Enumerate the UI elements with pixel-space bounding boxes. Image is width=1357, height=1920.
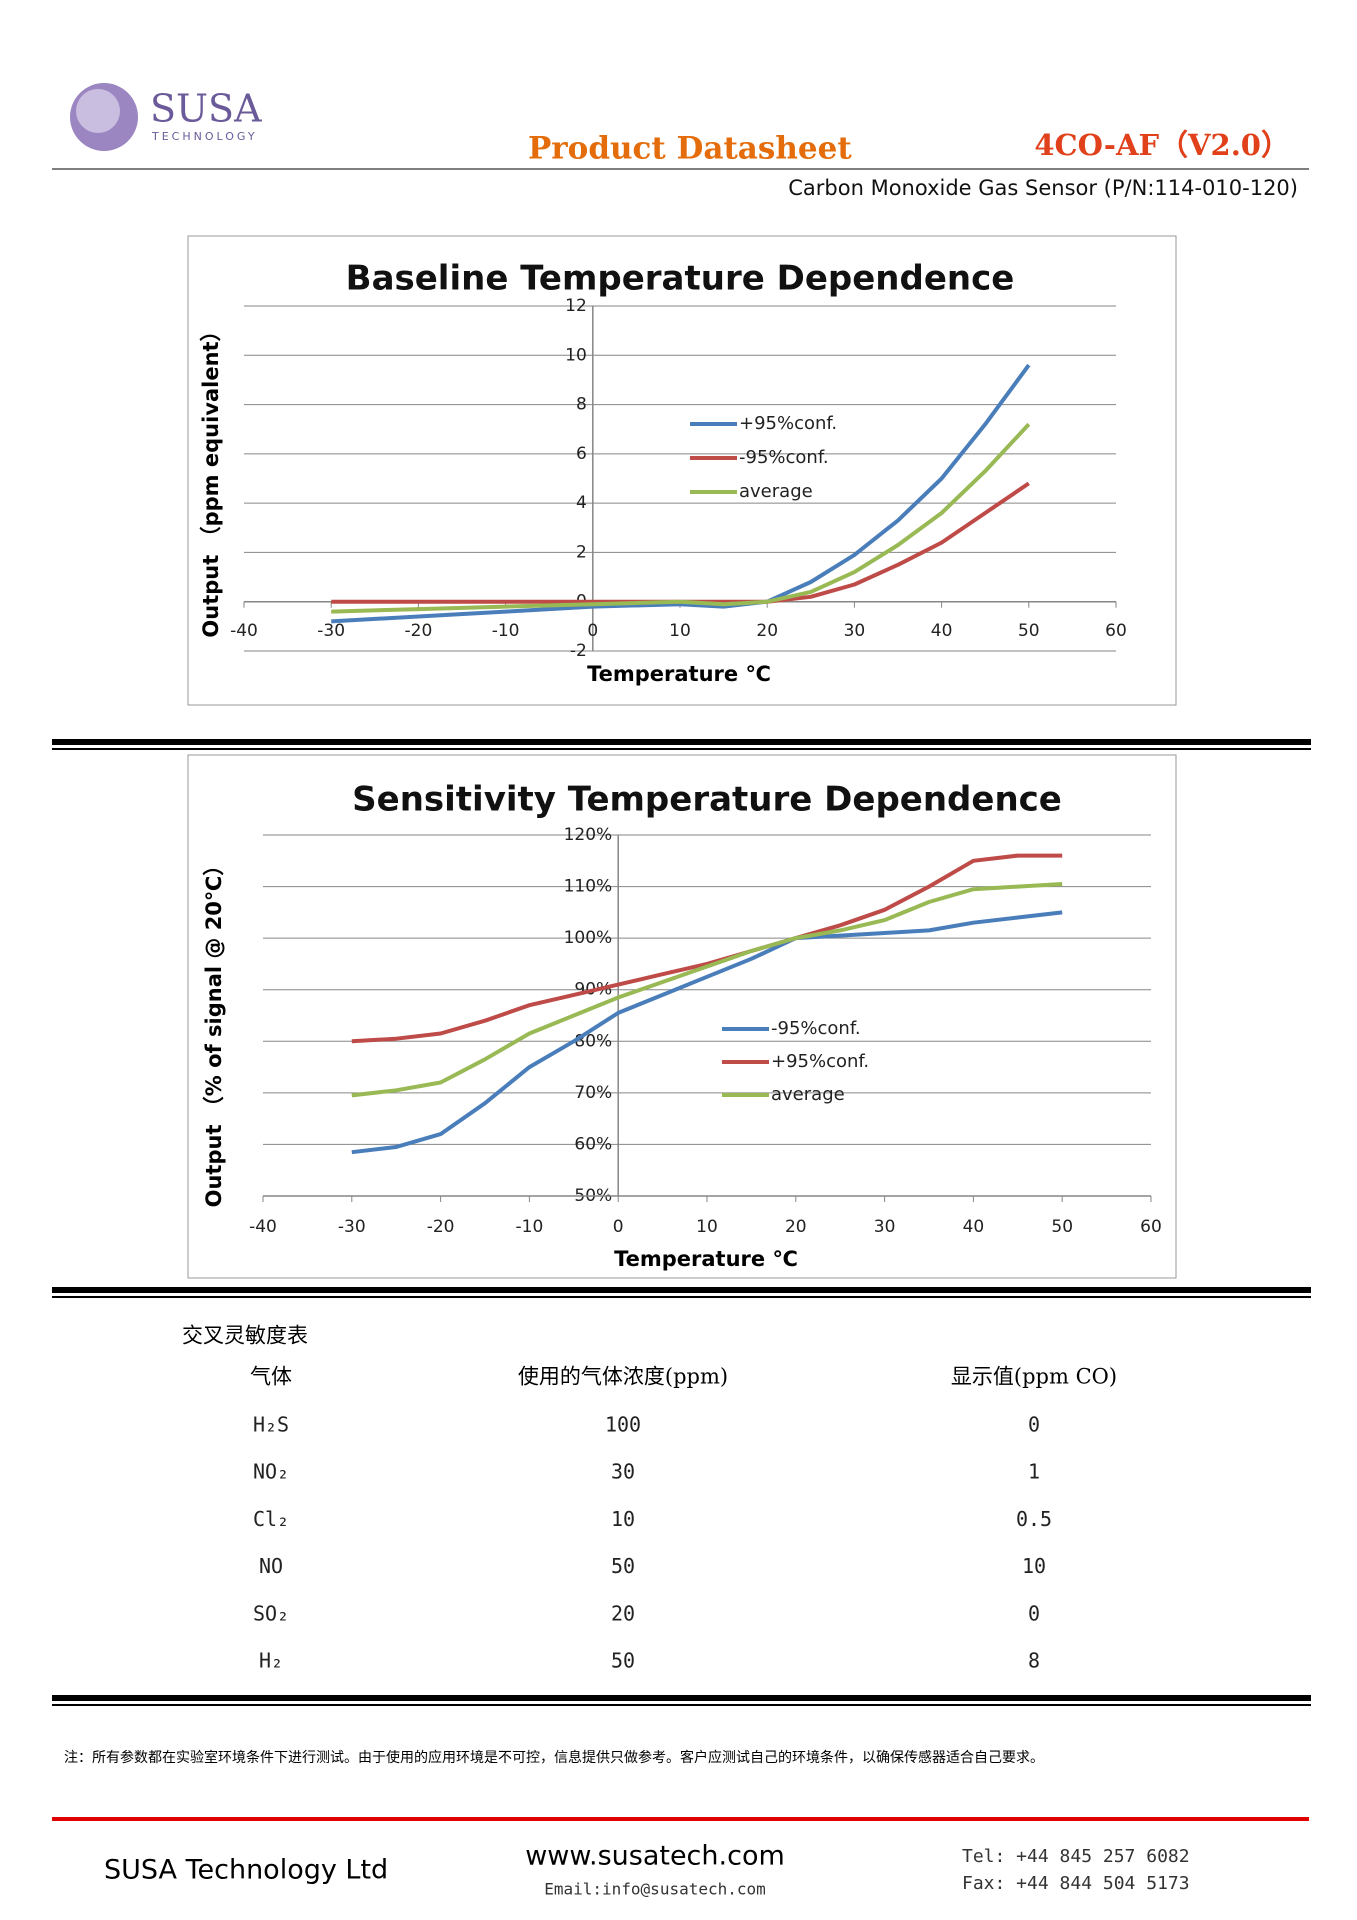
y-tick-label: 60%	[574, 1134, 612, 1154]
subtitle: Carbon Monoxide Gas Sensor (P/N:114-010-…	[788, 176, 1298, 200]
y-axis-title: Output （ppm equivalent）	[199, 320, 223, 637]
table-cell: 50	[611, 1554, 635, 1578]
legend-label: -95%conf.	[771, 1018, 861, 1039]
y-tick-label: 70%	[574, 1083, 612, 1103]
y-tick-label: 80%	[574, 1031, 612, 1051]
table-cell: 0.5	[1016, 1507, 1052, 1531]
website: www.susatech.com	[525, 1841, 785, 1872]
x-tick-label: 30	[874, 1217, 896, 1237]
legend-label: average	[739, 481, 813, 502]
y-axis-title: Output （% of signal @ 20℃）	[202, 855, 226, 1208]
table-cell: 50	[611, 1649, 635, 1673]
x-tick-label: -10	[492, 621, 520, 641]
x-tick-label: 10	[696, 1217, 718, 1237]
x-tick-label: 0	[587, 621, 598, 641]
table-cell: 100	[605, 1413, 641, 1437]
x-tick-label: -30	[338, 1217, 366, 1237]
series-line	[331, 422, 1031, 614]
table-cell: 0	[1028, 1601, 1040, 1625]
table-cell: 0	[1028, 1413, 1040, 1437]
logo-subtext: TECHNOLOGY	[151, 130, 258, 143]
doc-type: Product Datasheet	[528, 131, 852, 167]
y-tick-label: 4	[576, 493, 587, 513]
x-tick-label: 10	[669, 621, 691, 641]
chart-title: Sensitivity Temperature Dependence	[352, 780, 1062, 820]
y-tick-label: 100%	[564, 928, 613, 948]
x-tick-label: -30	[317, 621, 345, 641]
series-line	[351, 882, 1063, 1098]
table-title: 交叉灵敏度表	[182, 1324, 308, 1348]
table-header: 气体	[250, 1365, 292, 1389]
legend-label: +95%conf.	[771, 1051, 869, 1072]
note: 注：所有参数都在实验室环境条件下进行测试。由于使用的应用环境是不可控，信息提供只…	[64, 1749, 1044, 1766]
x-tick-label: -20	[427, 1217, 455, 1237]
chart-title: Baseline Temperature Dependence	[346, 259, 1015, 299]
fax: Fax: +44 844 504 5173	[962, 1873, 1190, 1894]
logo-text: SUSA	[150, 87, 262, 131]
table-cell: 10	[1022, 1554, 1046, 1578]
table-cell: 1	[1028, 1460, 1040, 1484]
table-cell: Cl₂	[253, 1507, 289, 1531]
x-tick-label: -20	[405, 621, 433, 641]
y-tick-label: 6	[576, 444, 587, 464]
legend-label: -95%conf.	[739, 447, 829, 468]
table-cell: 8	[1028, 1649, 1040, 1673]
logo-mark	[76, 89, 120, 133]
chart-frame	[187, 754, 1177, 1279]
x-tick-label: 50	[1051, 1217, 1073, 1237]
x-tick-label: 60	[1105, 621, 1127, 641]
model: 4CO-AF（V2.0）	[1034, 128, 1290, 162]
table-cell: SO₂	[253, 1601, 289, 1625]
legend-label: average	[771, 1084, 845, 1105]
chart-frame	[187, 235, 1177, 706]
table-cell: NO	[259, 1554, 283, 1578]
table-cell: 30	[611, 1460, 635, 1484]
series-line	[351, 853, 1063, 1044]
x-tick-label: -10	[516, 1217, 544, 1237]
divider	[52, 739, 1311, 1706]
tel: Tel: +44 845 257 6082	[962, 1846, 1190, 1867]
table-header: 使用的气体浓度(ppm)	[518, 1365, 728, 1389]
y-tick-label: 120%	[564, 825, 613, 845]
table-cell: NO₂	[253, 1460, 289, 1484]
x-tick-label: 50	[1018, 621, 1040, 641]
legend-label: +95%conf.	[739, 413, 837, 434]
y-tick-label: 12	[565, 296, 587, 316]
email: Email:info@susatech.com	[544, 1880, 766, 1899]
x-axis-title: Temperature ℃	[614, 1247, 798, 1271]
table-header: 显示值(ppm CO)	[951, 1365, 1117, 1389]
x-tick-label: 40	[931, 621, 953, 641]
y-tick-label: 8	[576, 395, 587, 415]
x-tick-label: 40	[963, 1217, 985, 1237]
y-tick-label: -2	[570, 641, 587, 661]
y-tick-label: 2	[576, 542, 587, 562]
y-tick-label: 110%	[564, 877, 613, 897]
x-axis-title: Temperature ℃	[587, 662, 771, 686]
x-tick-label: -40	[230, 621, 258, 641]
x-tick-label: 20	[785, 1217, 807, 1237]
table-cell: 10	[611, 1507, 635, 1531]
table-cell: H₂S	[253, 1413, 289, 1437]
x-tick-label: 20	[756, 621, 778, 641]
x-tick-label: 60	[1140, 1217, 1162, 1237]
series-line	[351, 910, 1063, 1155]
table-cell: 20	[611, 1601, 635, 1625]
y-tick-label: 10	[565, 345, 587, 365]
x-tick-label: -40	[249, 1217, 277, 1237]
x-tick-label: 0	[613, 1217, 624, 1237]
table-cell: H₂	[259, 1649, 283, 1673]
x-tick-label: 30	[844, 621, 866, 641]
company: SUSA Technology Ltd	[104, 1855, 388, 1886]
